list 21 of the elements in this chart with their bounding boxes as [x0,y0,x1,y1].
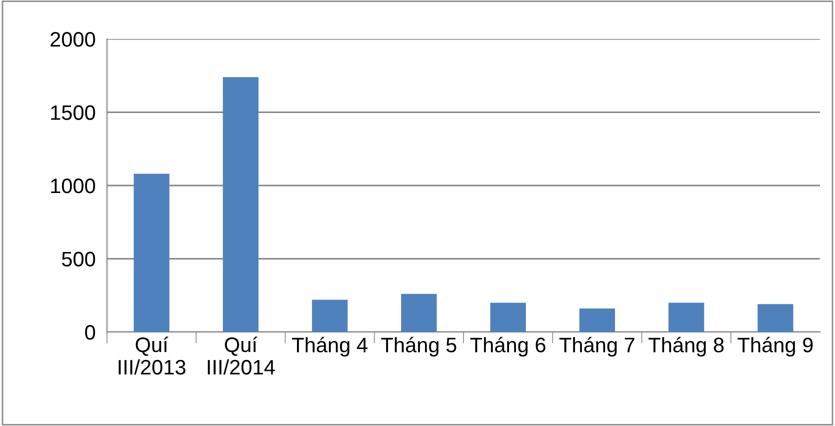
bar [401,294,437,332]
x-tick-label: Tháng 4 [292,336,368,357]
y-tick-label: 0 [85,325,96,340]
bar [222,77,259,332]
bar [134,174,170,332]
x-tick-label: Quí III/2014 [208,336,275,375]
bar [312,300,348,332]
y-tick-label: 1000 [51,178,96,194]
bar [490,302,526,332]
bar [579,308,616,332]
bar [668,302,704,332]
x-tick-label: Quí III/2013 [118,336,186,375]
y-tick-label: 2000 [50,32,96,47]
y-tick-label: 500 [62,252,96,267]
x-tick-label: Tháng 8 [648,336,724,357]
y-tick-label: 1500 [51,105,96,120]
x-tick-label: Tháng 9 [738,336,813,357]
bar [758,304,794,332]
x-tick-label: Tháng 6 [470,336,546,357]
x-tick-label: Tháng 7 [559,336,634,357]
x-tick-label: Tháng 5 [381,336,456,357]
